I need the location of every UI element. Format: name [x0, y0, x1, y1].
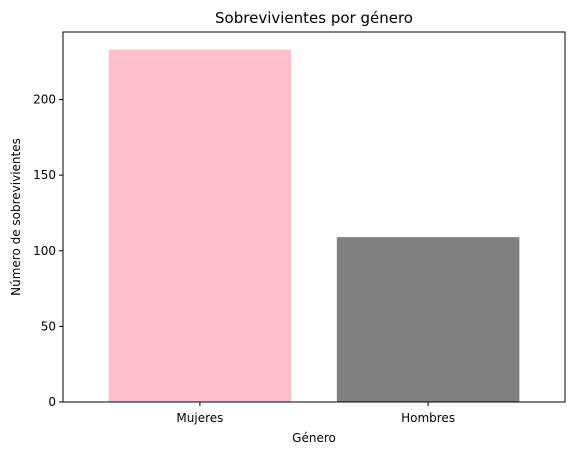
y-tick-label: 200: [33, 93, 56, 107]
bars-group: [108, 49, 520, 402]
x-tick-label: Hombres: [401, 411, 455, 425]
bar-hombres: [336, 237, 520, 402]
y-axis-label: Número de sobrevivientes: [9, 138, 23, 296]
plot-frame: [62, 31, 566, 403]
chart-title: Sobrevivientes por género: [215, 9, 413, 27]
x-axis-ticks: Mujeres Hombres: [176, 402, 455, 425]
y-tick-label: 50: [41, 319, 56, 333]
x-axis-label: Género: [292, 431, 336, 445]
y-tick-label: 0: [48, 395, 56, 409]
y-axis-ticks: 0 50 100 150 200: [33, 93, 63, 409]
y-tick-label: 100: [33, 244, 56, 258]
bar-mujeres: [108, 49, 292, 402]
x-tick-label: Mujeres: [176, 411, 223, 425]
y-tick-label: 150: [33, 168, 56, 182]
